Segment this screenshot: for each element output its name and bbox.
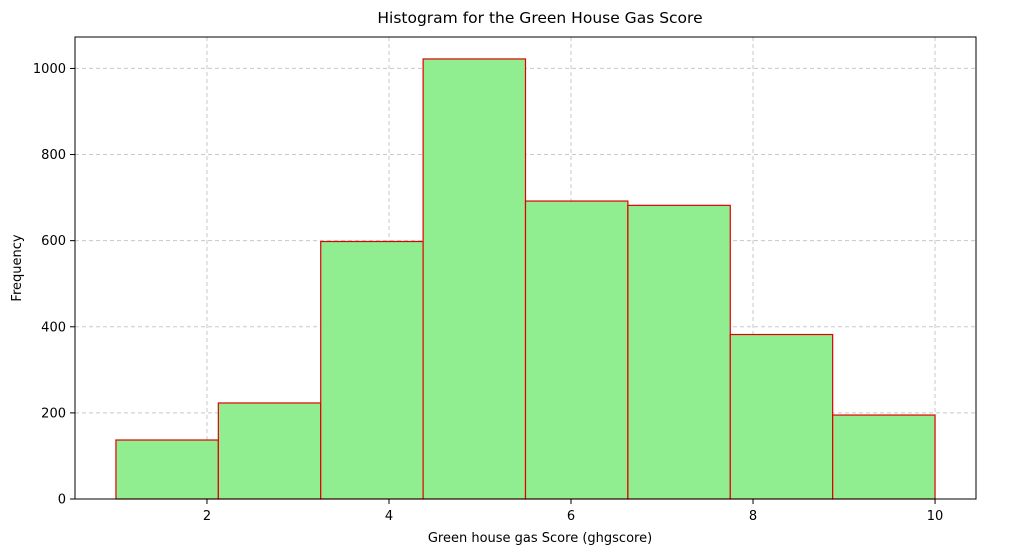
bars (115, 58, 936, 500)
x-tick-label: 4 (385, 509, 393, 524)
histogram-bar-8 (832, 414, 936, 500)
plot-frame (74, 36, 977, 500)
x-tick-label: 8 (749, 509, 757, 524)
y-tick-label: 0 (58, 493, 66, 508)
histogram-bar-3 (320, 240, 424, 500)
histogram-bar-4 (422, 58, 527, 500)
y-tick-label: 400 (41, 320, 66, 335)
y-tick-label: 800 (41, 148, 66, 163)
x-axis-label: Green house gas Score (ghgscore) (428, 531, 652, 546)
y-tick-label: 600 (41, 234, 66, 249)
histogram-bar-6 (627, 204, 731, 500)
histogram-bar-1 (115, 439, 219, 500)
histogram-bar-2 (217, 402, 322, 500)
y-tick-label: 1000 (33, 62, 66, 77)
axis-ticks: 2 4 6 8 10 0 200 400 600 800 1000 (33, 62, 943, 524)
x-tick-label: 6 (567, 509, 575, 524)
x-tick-label: 2 (203, 509, 211, 524)
histogram-bar-7 (729, 333, 834, 500)
y-axis-label: Frequency (10, 234, 25, 301)
chart-title: Histogram for the Green House Gas Score (377, 9, 702, 27)
y-tick-label: 200 (41, 406, 66, 421)
x-tick-label: 10 (927, 509, 944, 524)
histogram-bar-5 (524, 200, 629, 500)
